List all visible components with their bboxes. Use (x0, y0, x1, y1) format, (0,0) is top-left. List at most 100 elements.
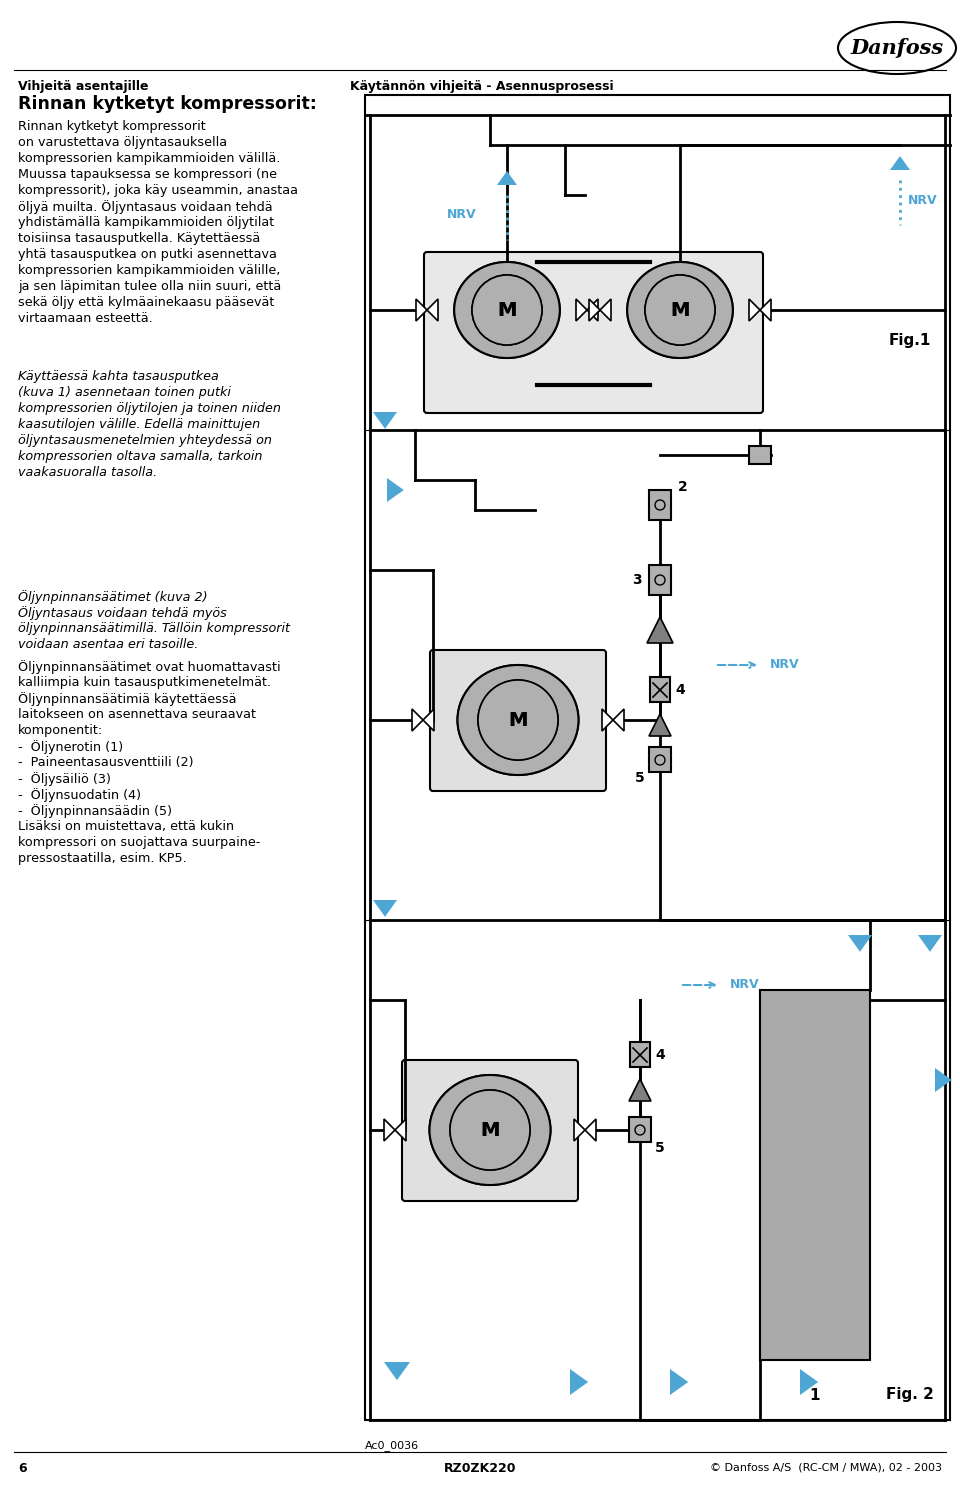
Bar (649, 747, 671, 772)
Polygon shape (570, 1368, 588, 1395)
Bar (749, 446, 771, 464)
Polygon shape (613, 710, 624, 731)
Text: yhdistämällä kampikammioiden öljytilat: yhdistämällä kampikammioiden öljytilat (18, 216, 275, 229)
Polygon shape (602, 710, 613, 731)
Text: on varustettava öljyntasauksella: on varustettava öljyntasauksella (18, 136, 228, 150)
Text: M: M (497, 301, 516, 319)
Text: Käyttäessä kahta tasausputkea: Käyttäessä kahta tasausputkea (18, 370, 219, 383)
Polygon shape (497, 171, 517, 186)
Text: M: M (508, 711, 528, 729)
Polygon shape (935, 1067, 951, 1091)
Text: kalliimpia kuin tasausputkimenetelmät.: kalliimpia kuin tasausputkimenetelmät. (18, 677, 271, 689)
Circle shape (478, 680, 558, 760)
Circle shape (450, 1090, 530, 1171)
Ellipse shape (429, 1075, 550, 1186)
Text: 6: 6 (18, 1463, 27, 1475)
Polygon shape (760, 299, 771, 320)
FancyBboxPatch shape (424, 251, 763, 413)
Text: -  Öljysäiliö (3): - Öljysäiliö (3) (18, 772, 110, 786)
Text: Vihjeitä asentajille: Vihjeitä asentajille (18, 79, 149, 93)
Text: kompressorit), joka käy useammin, anastaa: kompressorit), joka käy useammin, anasta… (18, 184, 298, 198)
Text: kompressorien oltava samalla, tarkoin: kompressorien oltava samalla, tarkoin (18, 451, 262, 463)
Text: kompressorien öljytilojen ja toinen niiden: kompressorien öljytilojen ja toinen niid… (18, 403, 281, 415)
Text: yhtä tasausputkea on putki asennettava: yhtä tasausputkea on putki asennettava (18, 249, 276, 260)
Polygon shape (649, 714, 671, 737)
Text: Rinnan kytketyt kompressorit: Rinnan kytketyt kompressorit (18, 120, 205, 133)
Text: -  Öljynerotin (1): - Öljynerotin (1) (18, 740, 123, 754)
Polygon shape (387, 478, 404, 501)
Text: voidaan asentaa eri tasoille.: voidaan asentaa eri tasoille. (18, 638, 199, 651)
Polygon shape (589, 299, 600, 320)
Polygon shape (800, 1368, 818, 1395)
Text: NRV: NRV (770, 659, 800, 672)
Text: RZ0ZK220: RZ0ZK220 (444, 1463, 516, 1475)
Text: 5: 5 (655, 1141, 664, 1156)
Text: -  Öljynpinnansäädin (5): - Öljynpinnansäädin (5) (18, 804, 172, 817)
Polygon shape (412, 710, 423, 731)
Text: Rinnan kytketyt kompressorit:: Rinnan kytketyt kompressorit: (18, 94, 317, 112)
FancyBboxPatch shape (430, 650, 606, 790)
Polygon shape (585, 1118, 596, 1141)
Text: Ac0_0036: Ac0_0036 (365, 1440, 420, 1451)
Polygon shape (587, 299, 598, 320)
Text: kompressorien kampikammioiden välille,: kompressorien kampikammioiden välille, (18, 263, 280, 277)
Polygon shape (848, 936, 872, 952)
Text: (kuva 1) asennetaan toinen putki: (kuva 1) asennetaan toinen putki (18, 386, 230, 400)
Text: NRV: NRV (908, 193, 938, 207)
Polygon shape (384, 1362, 410, 1380)
Circle shape (472, 275, 542, 344)
Text: NRV: NRV (447, 208, 477, 222)
Text: NRV: NRV (730, 979, 759, 991)
Text: Öljynpinnansäätimet ovat huomattavasti: Öljynpinnansäätimet ovat huomattavasti (18, 660, 280, 674)
Polygon shape (416, 299, 427, 320)
Circle shape (478, 680, 558, 760)
Ellipse shape (458, 665, 579, 775)
Text: 2: 2 (678, 481, 687, 494)
Bar (365, 94, 950, 1421)
Bar (629, 1117, 651, 1142)
Text: Lisäksi on muistettava, että kukin: Lisäksi on muistettava, että kukin (18, 820, 234, 832)
Text: M: M (670, 301, 689, 319)
Text: kompressori on suojattava suurpaine-: kompressori on suojattava suurpaine- (18, 835, 260, 849)
Text: ja sen läpimitan tulee olla niin suuri, että: ja sen läpimitan tulee olla niin suuri, … (18, 280, 281, 293)
Text: 5: 5 (635, 771, 645, 784)
Text: kaasutilojen välille. Edellä mainittujen: kaasutilojen välille. Edellä mainittujen (18, 418, 260, 431)
Polygon shape (423, 710, 434, 731)
Circle shape (645, 275, 715, 344)
Text: Fig. 2: Fig. 2 (886, 1388, 934, 1403)
Text: M: M (508, 711, 528, 729)
Text: Danfoss: Danfoss (851, 37, 944, 58)
Ellipse shape (429, 1075, 550, 1186)
Polygon shape (576, 299, 587, 320)
Polygon shape (629, 1079, 651, 1100)
Polygon shape (600, 299, 611, 320)
Text: kompressorien kampikammioiden välillä.: kompressorien kampikammioiden välillä. (18, 153, 280, 165)
Text: laitokseen on asennettava seuraavat: laitokseen on asennettava seuraavat (18, 708, 256, 722)
Text: Öljynpinnansäätimet (kuva 2): Öljynpinnansäätimet (kuva 2) (18, 590, 207, 603)
Bar (650, 677, 670, 702)
Text: 4: 4 (655, 1048, 664, 1061)
Text: M: M (480, 1120, 500, 1139)
Polygon shape (647, 617, 673, 644)
Circle shape (450, 1090, 530, 1171)
Polygon shape (670, 1368, 688, 1395)
Bar (649, 490, 671, 519)
Text: 1: 1 (809, 1388, 820, 1403)
Text: M: M (497, 301, 516, 319)
Text: -  Paineentasausventtiili (2): - Paineentasausventtiili (2) (18, 756, 194, 769)
Polygon shape (749, 299, 760, 320)
Text: Muussa tapauksessa se kompressori (ne: Muussa tapauksessa se kompressori (ne (18, 168, 277, 181)
Bar (649, 564, 671, 594)
Ellipse shape (454, 262, 560, 358)
Circle shape (645, 275, 715, 344)
Polygon shape (384, 1118, 395, 1141)
Text: Fig.1: Fig.1 (889, 332, 931, 347)
Text: © Danfoss A/S  (RC-CM / MWA), 02 - 2003: © Danfoss A/S (RC-CM / MWA), 02 - 2003 (710, 1463, 942, 1472)
Polygon shape (427, 299, 438, 320)
Ellipse shape (458, 665, 579, 775)
Text: öljynpinnansäätimillä. Tällöin kompressorit: öljynpinnansäätimillä. Tällöin kompresso… (18, 621, 290, 635)
Bar (760, 990, 870, 1359)
Text: Öljyntasaus voidaan tehdä myös: Öljyntasaus voidaan tehdä myös (18, 606, 227, 620)
Polygon shape (890, 156, 910, 171)
Text: Öljynpinnansäätimiä käytettäessä: Öljynpinnansäätimiä käytettäessä (18, 692, 236, 707)
